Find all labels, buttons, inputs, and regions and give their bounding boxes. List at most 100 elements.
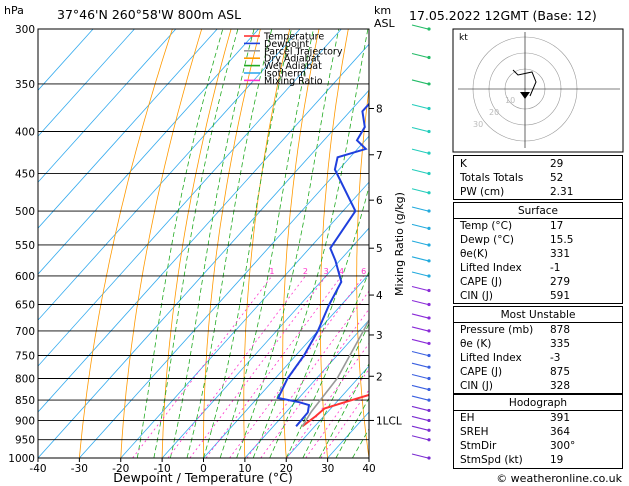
isotherm-line — [120, 181, 369, 458]
hodograph-ring-label: 30 — [473, 120, 483, 129]
wind-barb — [411, 384, 429, 390]
km-tick-label: 1LCL — [376, 415, 402, 427]
wind-barb — [411, 223, 429, 229]
most-unstable-box: Most Unstable Pressure (mb) 878 θe (K) 335… — [453, 306, 623, 394]
wind-barb — [411, 271, 429, 277]
wind-barb-dot — [427, 329, 431, 333]
index-row: PW (cm) 2.31 — [460, 186, 574, 198]
sounding-profiles — [276, 102, 369, 428]
hodo-row: StmSpd (kt) 19 — [460, 454, 564, 466]
wind-barb — [411, 188, 429, 194]
pressure-tick-label: 850 — [15, 395, 35, 407]
mu-row: CIN (J) 328 — [460, 380, 571, 392]
mu-row: CAPE (J) 875 — [460, 366, 571, 378]
wind-barb — [411, 24, 429, 30]
pressure-tick-label: 400 — [15, 127, 35, 139]
isotherm-line — [244, 319, 369, 458]
hodograph-ring-label: 20 — [489, 108, 499, 117]
dry-adiabat-line — [426, 29, 452, 458]
isotherm-line — [38, 29, 135, 137]
surface-title: Surface — [517, 205, 558, 217]
surface-row: θe(K) 331 — [460, 248, 571, 260]
isotherm-line — [38, 29, 259, 275]
pressure-tick-label: 450 — [15, 168, 35, 180]
mixing-ratio-label: 4 — [339, 267, 344, 276]
isotherm-line — [79, 135, 369, 458]
surface-row: CIN (J) 591 — [460, 290, 571, 302]
x-tick-label: 20 — [280, 463, 293, 475]
legend-label: Dewpoint — [264, 39, 309, 50]
wind-barb-dot — [427, 191, 431, 195]
km-tick-label: 6 — [376, 195, 383, 207]
mu-row: Pressure (mb) 878 — [460, 324, 571, 336]
pressure-tick-label: 1000 — [8, 453, 35, 465]
hodograph-unit: kt — [459, 33, 468, 43]
wind-barb-dot — [427, 27, 431, 31]
wind-barb-dot — [427, 353, 431, 358]
surface-row: Dewp (°C) 15.5 — [460, 234, 574, 246]
wind-barb — [411, 240, 429, 246]
km-tick-label: 4 — [376, 290, 383, 302]
km-tick-label: 2 — [376, 371, 383, 383]
wind-barbs — [411, 24, 431, 460]
chart-grid: 1 2 3 4 6 8 10 15 20 25 — [38, 29, 452, 458]
hodo-row: StmDir 300° — [460, 440, 576, 452]
mixing-ratio-line — [132, 275, 273, 458]
wind-barb — [411, 350, 429, 357]
wind-barb — [411, 148, 429, 154]
pressure-tick-label: 600 — [15, 271, 35, 283]
legend-label: Isotherm — [264, 69, 306, 80]
wind-barb-dot — [427, 456, 431, 460]
pressure-tick-label: 750 — [15, 350, 35, 362]
chart-axes: 3003504004505005506006507007508008509009… — [8, 24, 402, 475]
wet-adiabat-line — [252, 29, 369, 458]
wind-barb-dot — [427, 243, 431, 247]
isotherm-line — [203, 273, 369, 458]
indices-box: K 29 Totals Totals 52 PW (cm) 2.31 — [453, 155, 623, 200]
wet-adiabat-line — [302, 322, 369, 458]
date-title: 17.05.2022 12GMT (Base: 12) — [409, 8, 597, 23]
wet-adiabat-line — [219, 29, 314, 458]
hodo-row: SREH 364 — [460, 426, 571, 438]
wind-barb-dot — [427, 408, 431, 413]
pressure-tick-label: 300 — [15, 24, 35, 36]
pressure-tick-label: 800 — [15, 373, 35, 385]
x-tick-label: 40 — [362, 463, 375, 475]
hodograph-table-box: Hodograph EH 391 SREH 364 StmDir 300° StmSp… — [453, 394, 623, 469]
mixing-ratio-line — [167, 275, 306, 458]
km-tick-label: 8 — [376, 104, 383, 116]
storm-motion-marker — [520, 92, 530, 99]
pressure-tick-label: 650 — [15, 300, 35, 312]
isotherm-line — [38, 29, 177, 183]
km-tick-label: 5 — [376, 243, 383, 255]
wet-adiabat-line — [335, 397, 369, 458]
km-label: km — [374, 4, 391, 17]
wind-barb-dot — [427, 274, 431, 278]
plot-frame — [37, 28, 370, 459]
x-tick-label: 0 — [200, 463, 207, 475]
wind-barb — [411, 168, 429, 175]
mixing-ratio-label: 1 — [269, 267, 274, 276]
wind-barb-dot — [427, 418, 431, 423]
wind-barb — [411, 126, 429, 133]
wind-barb-dot — [427, 106, 431, 111]
series-parcel-trajectory — [301, 318, 369, 427]
wind-barb-dot — [427, 302, 431, 307]
index-row: Totals Totals 52 — [460, 172, 564, 184]
wind-barb — [411, 313, 429, 319]
wind-barb-dot — [427, 82, 431, 86]
wind-barb-dot — [427, 376, 431, 381]
hodo-row: EH 391 — [460, 412, 571, 424]
wind-barb-dot — [427, 171, 431, 176]
km-tick-label: 7 — [376, 150, 383, 162]
wind-barb — [411, 373, 429, 380]
surface-box: Surface Temp (°C) 17 Dewp (°C) 15.5 θe(K) 3… — [453, 202, 623, 304]
credit: © weatheronline.co.uk — [496, 472, 622, 485]
mu-row: Lifted Index -3 — [460, 352, 561, 364]
hodograph-table-title: Hodograph — [508, 397, 568, 409]
wind-barb-dot — [427, 316, 431, 320]
wind-barb — [411, 326, 429, 332]
isotherm-line — [161, 227, 369, 458]
location-title: 37°46'N 260°58'W 800m ASL — [57, 7, 241, 22]
wind-barb — [411, 79, 429, 85]
